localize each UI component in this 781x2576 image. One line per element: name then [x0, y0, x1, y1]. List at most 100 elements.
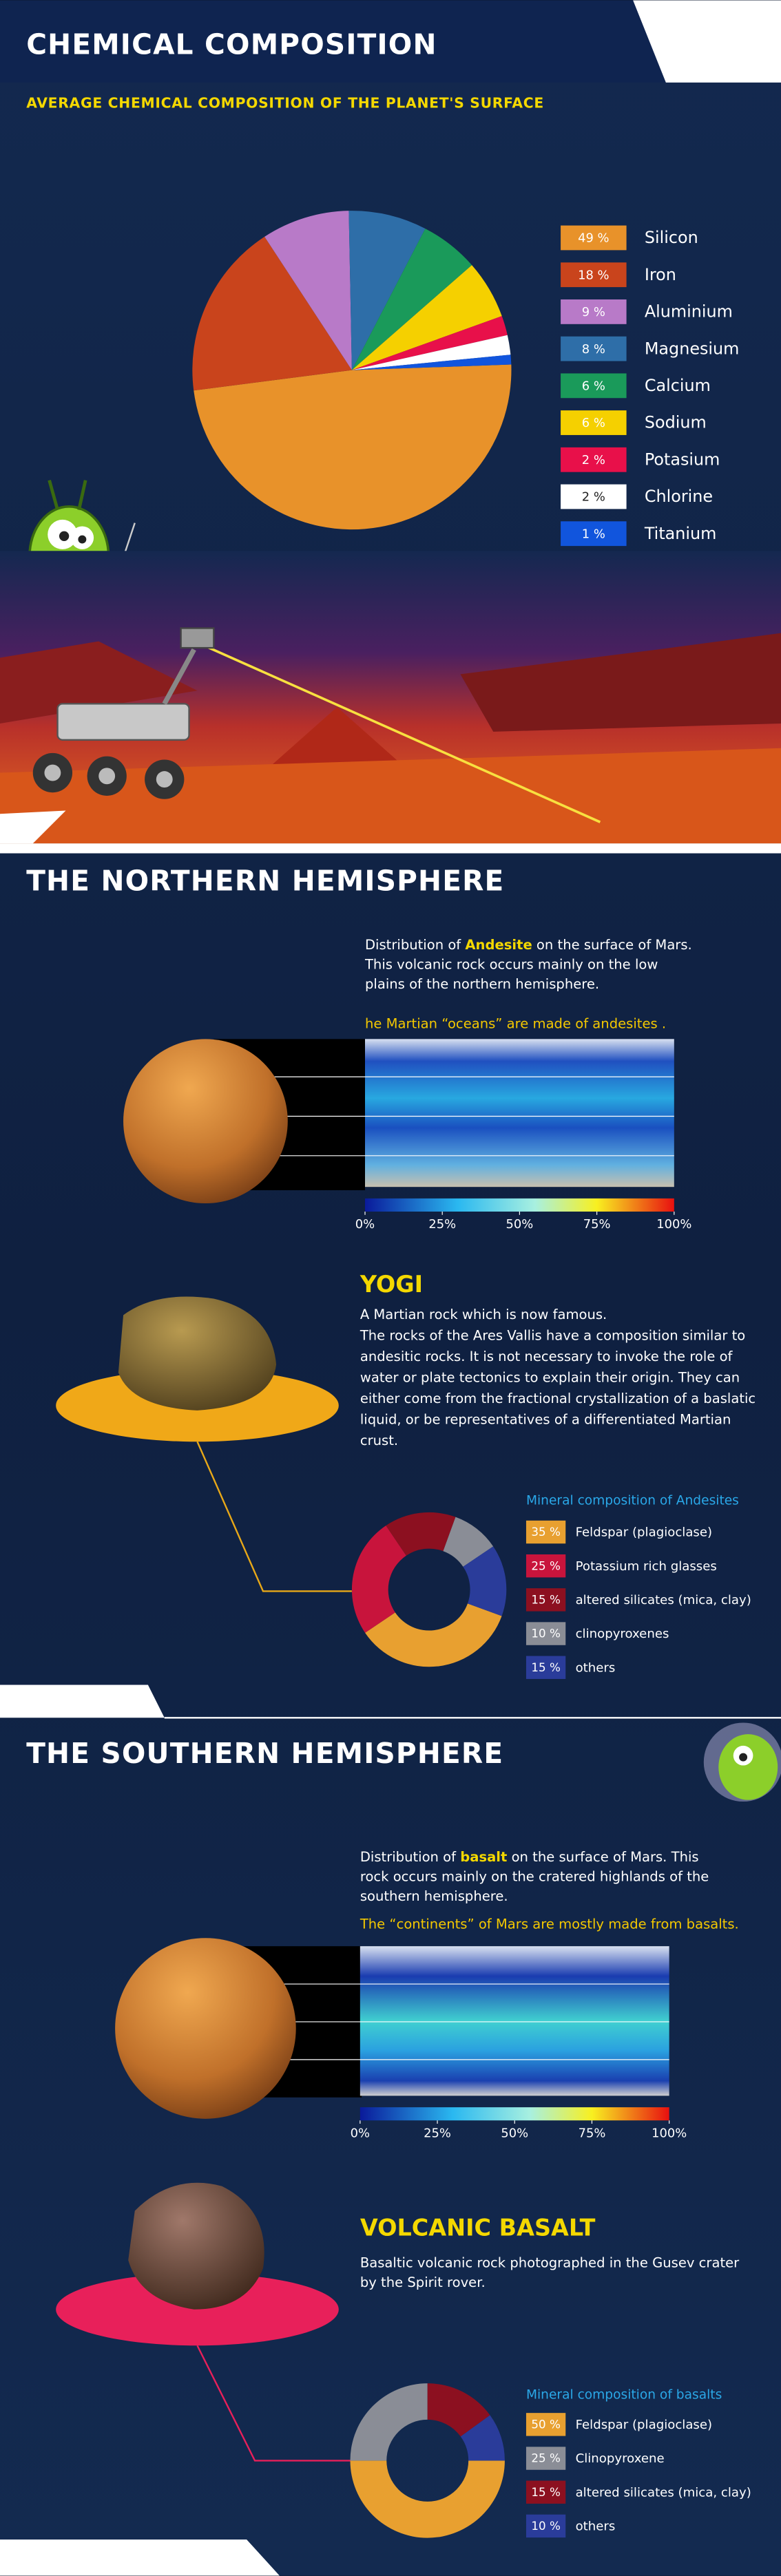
slice [264, 211, 352, 370]
legend-value: 2 % [582, 490, 605, 505]
slice [443, 1517, 494, 1567]
legend: 35 % Feldspar (plagioclase) 25 % Potassium … [525, 1520, 751, 1679]
legend-swatch [561, 336, 627, 361]
legend-swatch [525, 1554, 566, 1578]
description: This volcanic rock occurs mainly on the … [364, 956, 658, 972]
legend-value: 6 % [582, 379, 605, 394]
legend-label: Titanium [644, 524, 717, 543]
legend: 49 % Silicon 18 % Iron 9 % Aluminium 8 % Magnes… [561, 225, 740, 547]
paragraph-line: by the Spirit rover. [360, 2274, 486, 2290]
legend-swatch [561, 521, 627, 547]
legend-swatch [525, 1656, 566, 1679]
paragraph-line: andesitic rocks. It is not necessary to … [360, 1349, 733, 1364]
legend-label: Calcium [645, 376, 711, 395]
colorbar [360, 2107, 669, 2121]
legend-swatch [561, 225, 627, 251]
legend-swatch [525, 2413, 566, 2436]
keyword: Andesite [465, 937, 532, 953]
text: on the surface of Mars. [532, 937, 692, 953]
legend-swatch [525, 2447, 566, 2470]
slice [365, 1603, 502, 1667]
rover-illustration [32, 627, 215, 799]
connector [196, 2345, 351, 2462]
legend-value: 35 % [531, 1525, 560, 1539]
slice [427, 2383, 490, 2437]
keyword: basalt [460, 1849, 507, 1865]
legend-value: 1 % [582, 527, 605, 541]
legend: 50 % Feldspar (plagioclase) 25 % Clinopyrox… [525, 2413, 751, 2538]
slice [351, 355, 512, 370]
hill [262, 707, 411, 773]
donut-chart [351, 1512, 507, 1667]
description: southern hemisphere. [360, 1888, 508, 1904]
tick-label: 100% [652, 2126, 687, 2140]
legend-value: 8 % [582, 342, 605, 357]
tick-label: 0% [351, 2126, 370, 2140]
paragraph-line: The rocks of the Ares Vallis have a comp… [360, 1327, 745, 1343]
text: Distribution of [365, 937, 465, 953]
title: CHEMICAL COMPOSITION [26, 28, 437, 61]
legend-value: 25 % [531, 2451, 560, 2465]
slice [351, 265, 502, 370]
slice [351, 229, 472, 370]
legend-value: 10 % [531, 2519, 560, 2533]
colorbar-ticks: 0% 25% 50% 75% 100% [351, 2120, 687, 2140]
legend-label: Potassium rich glasses [576, 1559, 717, 1574]
legend-label: Iron [645, 265, 676, 284]
planet [115, 1938, 296, 2119]
pedestal [56, 2273, 339, 2346]
slice [350, 2460, 505, 2538]
legend-swatch [525, 1520, 566, 1544]
laser [205, 645, 601, 823]
legend-value: 9 % [582, 305, 605, 319]
paragraph-line: A Martian rock which is now famous. [360, 1307, 607, 1322]
connector [196, 1441, 352, 1592]
mesa [460, 633, 781, 732]
rock-text: Basaltic volcanic rock photographed in t… [360, 2255, 740, 2290]
legend-value: 18 % [578, 268, 609, 282]
legend-label: clinopyroxenes [576, 1627, 669, 1641]
slice [351, 1525, 406, 1633]
description: Distribution of Andesite on the surface … [365, 937, 692, 953]
rock [128, 2182, 264, 2310]
slice [194, 364, 512, 530]
slice [348, 211, 426, 370]
subtitle: AVERAGE CHEMICAL COMPOSITION OF THE PLAN… [26, 94, 544, 111]
legend-label: Aluminium [645, 302, 733, 321]
note: The “continents” of Mars are mostly made… [360, 1917, 739, 1932]
legend-title: Mineral composition of basalts [526, 2387, 722, 2402]
legend-swatch [525, 2514, 566, 2538]
legend-value: 49 % [578, 231, 609, 246]
header-corner [633, 0, 781, 83]
legend-swatch [525, 2480, 566, 2504]
tick-label: 100% [656, 1217, 691, 1232]
legend-swatch [525, 1622, 566, 1645]
legend-value: 2 % [582, 453, 605, 467]
alien-illustration [703, 1722, 781, 1802]
slice [351, 335, 511, 370]
slice [351, 316, 508, 370]
colorbar-ticks: 0% 25% 50% 75% 100% [355, 1211, 691, 1232]
paragraph-line: Basaltic volcanic rock photographed in t… [360, 2255, 740, 2270]
legend-swatch [525, 1588, 566, 1612]
note: he Martian “oceans” are made of andesite… [365, 1015, 666, 1031]
legend-label: Sodium [645, 413, 707, 432]
tick-label: 25% [424, 2126, 451, 2140]
divider [0, 843, 781, 854]
legend-label: Magnesium [645, 339, 740, 358]
legend-label: Clinopyroxene [576, 2451, 665, 2466]
map [364, 1039, 674, 1187]
paragraph-line: liquid, or be representatives of a diffe… [360, 1412, 731, 1428]
legend-label: others [576, 1660, 616, 1675]
slice [463, 1546, 507, 1616]
colorbar [364, 1198, 674, 1212]
legend-label: altered silicates (mica, clay) [576, 1593, 751, 1607]
legend-swatch [561, 447, 627, 472]
legend-label: Potasium [645, 450, 720, 469]
section-heading: THE NORTHERN HEMISPHERE [26, 865, 504, 898]
footer-shape [0, 2539, 280, 2576]
ground [0, 748, 781, 844]
legend-swatch [561, 262, 627, 288]
legend-swatch [561, 410, 627, 435]
